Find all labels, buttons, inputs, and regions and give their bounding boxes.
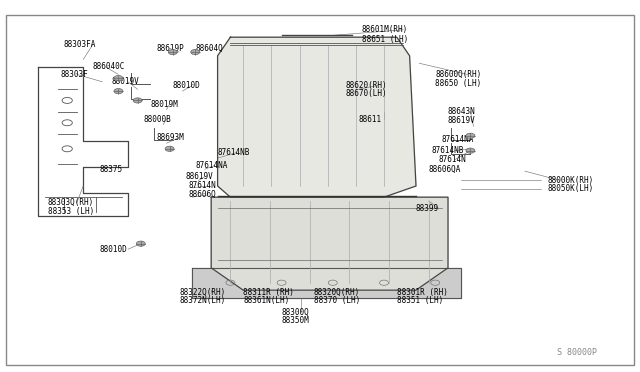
Text: 88303FA: 88303FA [64, 40, 97, 49]
Text: 88619P: 88619P [157, 44, 184, 53]
Text: 88050K(LH): 88050K(LH) [547, 185, 593, 193]
Polygon shape [192, 268, 461, 298]
Text: 88601M(RH): 88601M(RH) [362, 25, 408, 34]
Text: 88361N(LH): 88361N(LH) [243, 296, 289, 305]
Text: 87614NB: 87614NB [432, 146, 465, 155]
Text: 88010D: 88010D [99, 245, 127, 254]
Text: 88651 (LH): 88651 (LH) [362, 35, 408, 44]
Text: 88010D: 88010D [173, 81, 200, 90]
Circle shape [466, 148, 475, 153]
Text: 88370 (LH): 88370 (LH) [314, 296, 360, 305]
Text: 886040C: 886040C [93, 62, 125, 71]
Text: 87614N: 87614N [438, 155, 466, 164]
Text: 88351 (LH): 88351 (LH) [397, 296, 443, 305]
Text: 88604Q: 88604Q [195, 44, 223, 53]
Text: 88650 (LH): 88650 (LH) [435, 79, 481, 88]
Text: 88399: 88399 [416, 204, 439, 213]
Text: 88693M: 88693M [157, 133, 184, 142]
Text: 88301R (RH): 88301R (RH) [397, 288, 447, 296]
Circle shape [191, 49, 200, 55]
Polygon shape [211, 197, 448, 290]
Text: 87614NB: 87614NB [218, 148, 250, 157]
Text: 88372N(LH): 88372N(LH) [179, 296, 225, 305]
Text: 88303F: 88303F [61, 70, 88, 79]
Text: 88000K(RH): 88000K(RH) [547, 176, 593, 185]
Text: S 80000P: S 80000P [557, 348, 596, 357]
Text: 88643N: 88643N [448, 107, 476, 116]
Text: 88311R (RH): 88311R (RH) [243, 288, 294, 296]
Text: 88320Q(RH): 88320Q(RH) [314, 288, 360, 296]
Circle shape [133, 98, 142, 103]
Text: 88600Q(RH): 88600Q(RH) [435, 70, 481, 79]
Circle shape [466, 133, 475, 138]
Text: 88619V: 88619V [186, 172, 213, 181]
Text: 88353 (LH): 88353 (LH) [48, 207, 94, 216]
Circle shape [114, 76, 123, 81]
Text: 88375: 88375 [99, 165, 122, 174]
Circle shape [168, 49, 177, 55]
Text: 88350M: 88350M [282, 316, 309, 325]
Polygon shape [218, 37, 416, 197]
Text: 88000B: 88000B [144, 115, 172, 124]
Text: 88300Q: 88300Q [282, 308, 309, 317]
Text: 88019V: 88019V [112, 77, 140, 86]
Text: 88303Q(RH): 88303Q(RH) [48, 198, 94, 207]
Text: 88019M: 88019M [150, 100, 178, 109]
Text: 88606QA: 88606QA [429, 165, 461, 174]
Circle shape [165, 146, 174, 151]
Text: 88606Q: 88606Q [189, 190, 216, 199]
Text: 87614N: 87614N [189, 181, 216, 190]
Circle shape [114, 89, 123, 94]
Text: 88611: 88611 [358, 115, 381, 124]
Text: 88322Q(RH): 88322Q(RH) [179, 288, 225, 296]
Circle shape [136, 241, 145, 246]
Text: 87614NA: 87614NA [442, 135, 474, 144]
Text: 87614NA: 87614NA [195, 161, 228, 170]
Text: 88620(RH): 88620(RH) [346, 81, 387, 90]
Text: 88670(LH): 88670(LH) [346, 89, 387, 97]
Text: 88619V: 88619V [448, 116, 476, 125]
